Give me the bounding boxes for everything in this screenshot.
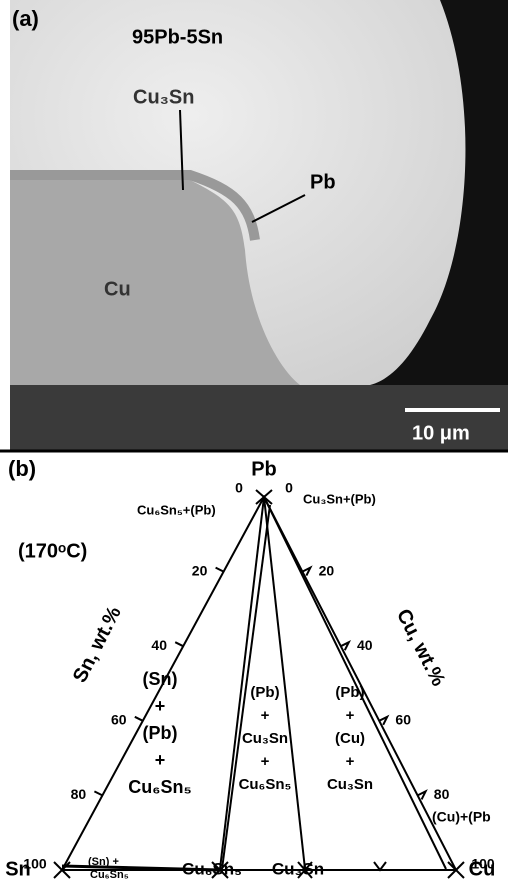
tick-label: 20 — [192, 562, 208, 578]
tick-label: 40 — [151, 637, 167, 653]
tick-label: 80 — [434, 786, 450, 802]
phase-label: (Sn) + — [88, 856, 119, 868]
region-label: + — [261, 707, 270, 724]
phase-label: Cu₃Sn+(Pb) — [303, 491, 376, 506]
border — [0, 0, 10, 450]
corner-label: Cu — [469, 858, 496, 880]
page: (a) 95Pb-5Sn Cu₃Sn Pb Cu 10 μm (b) Pb (1… — [0, 0, 508, 881]
region-label: (Pb) — [143, 723, 178, 743]
regions: (Sn) + (Pb) + Cu₆Sn₅ (Pb) + Cu₃Sn + Cu₆Sn₅ (Pb) + (C… — [128, 669, 373, 797]
annotation: Cu — [104, 278, 131, 300]
corner-label: Cu₆Sn₅ — [182, 859, 242, 878]
scale-label: 10 μm — [412, 422, 470, 444]
tick-label: 60 — [111, 712, 127, 728]
sample-title: 95Pb-5Sn — [132, 26, 223, 48]
region-label: + — [155, 750, 166, 770]
region-label: + — [346, 753, 355, 770]
tick-label: 60 — [395, 712, 411, 728]
corner-label: Cu₃Sn — [272, 859, 324, 878]
annotation: Cu₃Sn — [133, 86, 194, 108]
panel-label: (a) — [12, 6, 39, 31]
region-label: + — [346, 707, 355, 724]
region-label: + — [155, 696, 166, 716]
tick-label: 80 — [71, 786, 87, 802]
tick-label: 0 — [235, 480, 243, 496]
apex-label: Pb — [251, 458, 277, 480]
phase-label: Cu₆Sn₅+(Pb) — [137, 502, 216, 517]
region-label: Cu₃Sn — [242, 730, 288, 747]
tick-label: 20 — [319, 562, 335, 578]
phase-label: (Cu)+(Pb — [432, 809, 491, 825]
panel-label: (b) — [8, 456, 36, 481]
tick-label: 0 — [285, 480, 293, 496]
region-label: Cu₆Sn₅ — [128, 777, 191, 797]
temperature: (170ᵒC) — [18, 540, 87, 562]
corner-label: Sn — [5, 858, 31, 880]
region-label: (Pb) — [250, 684, 279, 701]
annotation: Pb — [310, 171, 336, 193]
figure: (a) 95Pb-5Sn Cu₃Sn Pb Cu 10 μm (b) Pb (1… — [0, 0, 508, 881]
region-label: Cu₃Sn — [327, 776, 373, 793]
region-label: Cu₆Sn₅ — [239, 776, 292, 793]
region-label: (Sn) — [143, 669, 178, 689]
phase-label: Cu₆Sn₅ — [90, 869, 129, 881]
region-label: (Cu) — [335, 730, 365, 747]
region-label: + — [261, 753, 270, 770]
tick-label: 40 — [357, 637, 373, 653]
region-label: (Pb) — [335, 684, 364, 701]
